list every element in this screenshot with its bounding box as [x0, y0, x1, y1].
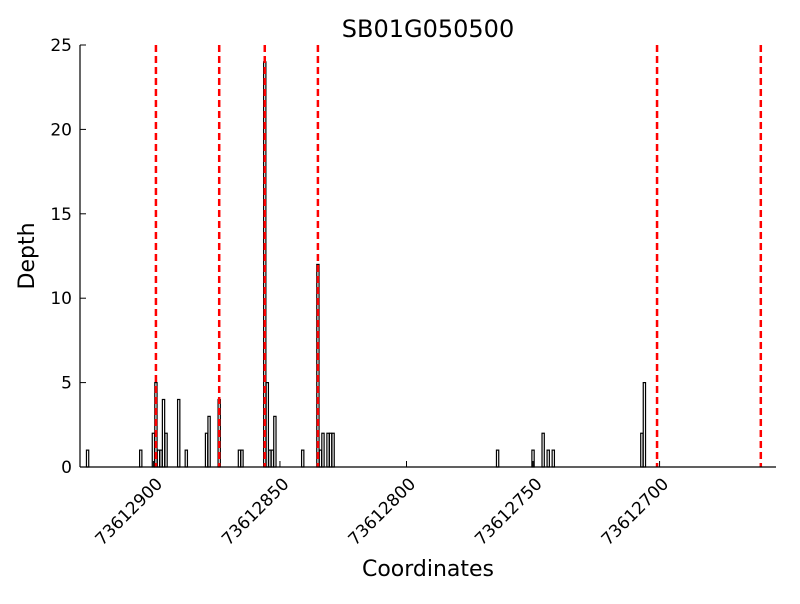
axes-layer [79, 45, 776, 468]
chart-title: SB01G050500 [342, 15, 514, 43]
depth-bar [85, 449, 90, 468]
depth-bar [300, 449, 305, 468]
depth-bar [240, 449, 244, 468]
depth-bar [164, 432, 168, 468]
depth-bar [321, 432, 325, 468]
y-tick-label: 5 [61, 374, 72, 394]
depth-bar [273, 415, 277, 468]
depth-bar [184, 449, 189, 468]
x-axis-label: Coordinates [362, 557, 494, 582]
x-tick-label: 73612800 [345, 474, 420, 549]
bars-layer [85, 61, 647, 468]
depth-bar [642, 382, 647, 468]
y-axis-label: Depth [15, 222, 40, 289]
depth-bar [546, 449, 550, 468]
x-tick-label: 73612700 [598, 474, 673, 549]
ticks-layer: 0 5 10 15 20 25 73612900 73612850 73612800 736127… [50, 36, 673, 550]
markers-layer [154, 45, 763, 467]
depth-bar [495, 449, 500, 468]
depth-bar [176, 398, 181, 468]
x-tick-label: 73612750 [471, 474, 546, 549]
depth-bar [207, 415, 211, 468]
x-tick-label: 73612900 [92, 474, 167, 549]
depth-bar [541, 432, 545, 468]
y-tick-label: 10 [50, 289, 72, 309]
y-tick-label: 25 [50, 36, 72, 56]
depth-bar [551, 449, 556, 468]
depth-bar [331, 432, 335, 468]
y-tick-label: 20 [50, 120, 72, 140]
depth-bar [139, 449, 143, 468]
y-tick-label: 0 [61, 458, 72, 478]
y-tick-label: 15 [50, 205, 72, 225]
x-tick-label: 73612850 [218, 474, 293, 549]
